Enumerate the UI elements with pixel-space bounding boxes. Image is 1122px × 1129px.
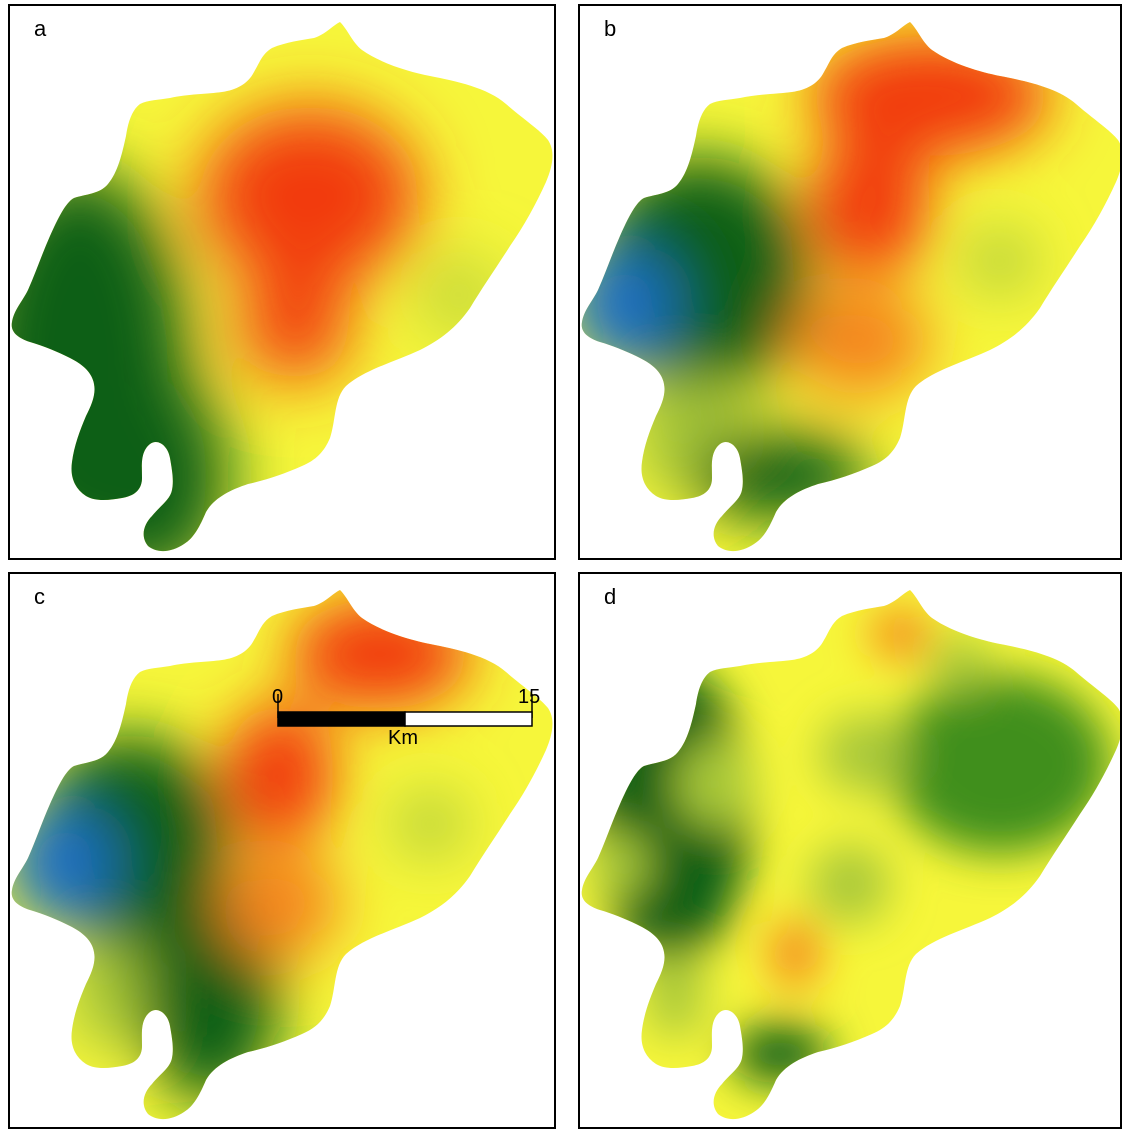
map-panel-c: c 0 15 Km: [8, 572, 556, 1129]
map-a-svg: [11, 22, 553, 552]
map-d-zone-south-orange: [770, 919, 820, 989]
scale-bar-white-segment: [404, 711, 533, 727]
map-b-zone-center-red: [810, 136, 930, 276]
scale-bar-graphic: [277, 694, 533, 727]
map-d-surface: [581, 590, 1120, 1120]
map-c-zone-center-red: [225, 704, 335, 844]
map-b-zone-south-orange: [790, 286, 930, 396]
map-a-zone-center-orange: [240, 271, 350, 381]
map-d-zone-north-orange: [870, 609, 930, 659]
map-b-svg: [581, 22, 1120, 552]
scale-bar-start-label: 0: [272, 686, 284, 708]
map-d-zone-south-lightgreen: [810, 844, 890, 924]
map-panel-a: a: [8, 4, 556, 560]
panel-label-b: b: [604, 16, 617, 41]
map-b-zone-south-green: [690, 431, 870, 521]
map-c-zone-east-lightgreen: [395, 794, 465, 854]
map-b-surface: [581, 22, 1120, 552]
map-d-zone-southwest-lightgreen: [645, 949, 705, 1039]
map-b-zone-east-lightgreen: [965, 231, 1035, 291]
map-d-svg: [581, 590, 1120, 1120]
map-c-zone-south-orange: [220, 849, 340, 959]
map-a-zone-north-red: [200, 106, 420, 286]
map-a-zone-east-lightgreen: [425, 261, 495, 331]
scale-bar-end-label: 15: [518, 686, 541, 708]
map-a-surface: [11, 22, 553, 552]
scale-bar: 0 15 Km: [266, 686, 554, 790]
map-panel-b: b: [578, 4, 1122, 560]
map-c-zone-west-blue: [11, 804, 115, 924]
map-d-zone-center-lightgreen: [820, 714, 910, 794]
panel-label-d: d: [604, 584, 617, 609]
map-b-zone-southwest-lightgreen: [630, 376, 750, 496]
map-d-zone-south-green: [730, 1024, 830, 1084]
map-b-zone-north-red: [810, 36, 1050, 156]
map-c-svg: [11, 590, 553, 1120]
scale-bar-black-segment: [277, 711, 406, 727]
scale-bar-unit-label: Km: [388, 727, 418, 749]
map-d-zone-north-lightgreen: [930, 634, 990, 694]
map-c-surface: [11, 590, 553, 1120]
map-d-zone-east-green: [890, 674, 1110, 854]
map-panel-d: d: [578, 572, 1122, 1129]
panel-label-a: a: [34, 16, 47, 41]
map-d-zone-far-west-lightgreen: [590, 829, 650, 899]
map-d-zone-west-lightgreen: [675, 739, 755, 829]
panel-label-c: c: [34, 584, 45, 609]
